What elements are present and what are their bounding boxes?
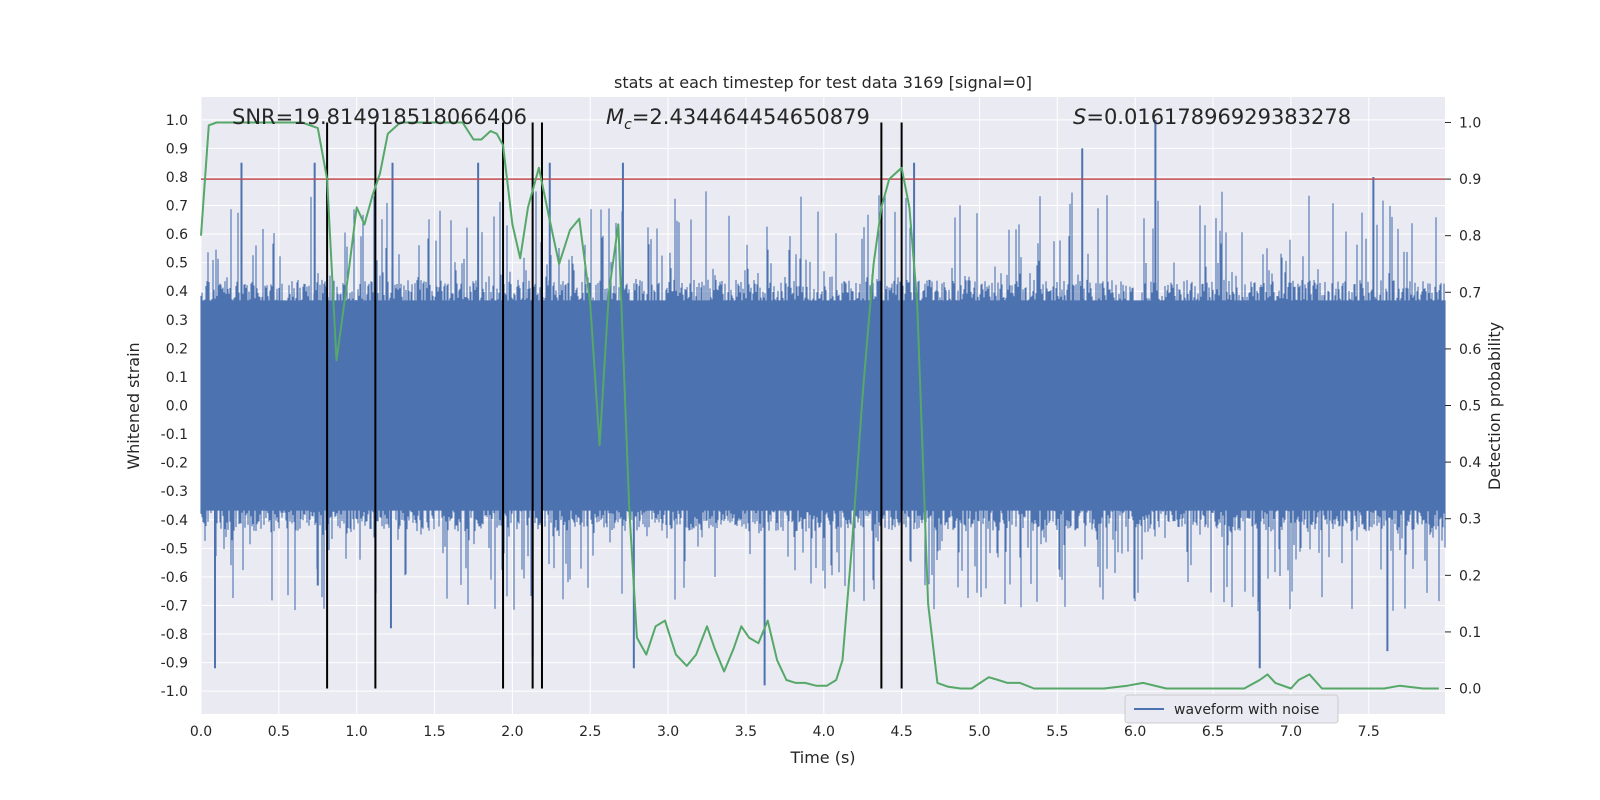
chirp-mass-stat: Mc=2.434464454650879 xyxy=(606,105,870,133)
y-left-tick-label: 0.2 xyxy=(166,341,188,357)
y-left-tick-label: 0.9 xyxy=(166,141,188,157)
x-tick-label: 0.5 xyxy=(268,724,290,740)
y-left-tick-label: 1.0 xyxy=(166,113,188,129)
mc-subscript: c xyxy=(624,117,632,133)
y-left-tick-label: 0.8 xyxy=(166,170,188,186)
x-tick-label: 1.0 xyxy=(346,724,368,740)
legend-label: waveform with noise xyxy=(1174,702,1319,718)
y-left-tick-label: -0.3 xyxy=(161,484,188,500)
y-left-tick-label: -0.4 xyxy=(161,513,188,529)
y-right-tick-label: 0.8 xyxy=(1459,229,1481,245)
x-tick-label: 2.0 xyxy=(501,724,523,740)
y-axis-label-right: Detection probability xyxy=(1485,322,1504,490)
y-right-tick-label: 0.1 xyxy=(1459,625,1481,641)
y-left-tick-label: -0.8 xyxy=(161,627,188,643)
y-right-tick-label: 0.5 xyxy=(1459,399,1481,415)
x-tick-label: 6.5 xyxy=(1202,724,1224,740)
y-right-tick-label: 0.4 xyxy=(1459,455,1481,471)
x-axis-ticks: 0.0 0.5 1.0 1.5 2.0 2.5 3.0 3.5 4.0 4.5 5.0 5.5 6.0 6… xyxy=(190,724,1380,740)
y-right-tick-label: 0.9 xyxy=(1459,172,1481,188)
chart-title: stats at each timestep for test data 316… xyxy=(614,73,1032,92)
y-left-tick-label: -0.5 xyxy=(161,541,188,557)
left-y-axis-ticks: 1.0 0.9 0.8 0.7 0.6 0.5 0.4 0.3 0.2 0.1 0.0 -0.1 -0.… xyxy=(161,113,188,700)
x-tick-label: 1.5 xyxy=(423,724,445,740)
x-tick-label: 2.5 xyxy=(579,724,601,740)
y-left-tick-label: 0.0 xyxy=(166,399,188,415)
y-right-tick-label: 0.7 xyxy=(1459,285,1481,301)
y-left-tick-label: 0.4 xyxy=(166,284,188,300)
x-tick-label: 0.0 xyxy=(190,724,212,740)
s-value: =0.01617896929383278 xyxy=(1086,105,1351,129)
y-left-tick-label: 0.6 xyxy=(166,227,188,243)
x-tick-label: 3.5 xyxy=(735,724,757,740)
waveform-with-noise-series xyxy=(200,119,1446,686)
x-tick-label: 4.0 xyxy=(813,724,835,740)
detection-probability-layer xyxy=(200,121,1439,690)
x-tick-label: 5.0 xyxy=(968,724,990,740)
y-right-tick-label: 0.3 xyxy=(1459,512,1481,528)
x-tick-label: 5.5 xyxy=(1046,724,1068,740)
right-y-axis-ticks: 1.0 0.9 0.8 0.7 0.6 0.5 0.4 0.3 0.2 0.1 0.0 xyxy=(1445,115,1481,698)
mc-value: =2.434464454650879 xyxy=(632,105,870,129)
legend: waveform with noise xyxy=(1124,694,1339,724)
y-left-tick-label: -1.0 xyxy=(161,684,188,700)
y-left-tick-label: 0.5 xyxy=(166,256,188,272)
x-tick-label: 7.0 xyxy=(1280,724,1302,740)
x-tick-label: 4.5 xyxy=(890,724,912,740)
mc-symbol: M xyxy=(606,105,624,129)
y-right-tick-label: 0.6 xyxy=(1459,342,1481,358)
y-left-tick-label: 0.7 xyxy=(166,199,188,215)
y-left-tick-label: 0.1 xyxy=(166,370,188,386)
y-left-tick-label: -0.9 xyxy=(161,656,188,672)
y-left-tick-label: -0.1 xyxy=(161,427,188,443)
noise-envelope xyxy=(200,191,1446,612)
y-left-tick-label: 0.3 xyxy=(166,313,188,329)
y-right-tick-label: 0.2 xyxy=(1459,568,1481,584)
y-left-tick-label: -0.7 xyxy=(161,598,188,614)
x-tick-label: 6.0 xyxy=(1124,724,1146,740)
s-symbol: S xyxy=(1073,105,1086,129)
x-axis-label: Time (s) xyxy=(789,748,855,767)
y-left-tick-label: -0.2 xyxy=(161,456,188,472)
snr-stat: SNR=19.814918518066406 xyxy=(232,105,527,129)
y-right-tick-label: 1.0 xyxy=(1459,115,1481,131)
y-axis-label-left: Whitened strain xyxy=(124,342,143,469)
legend-box xyxy=(1124,694,1339,724)
event-markers xyxy=(326,122,903,689)
s-stat: S=0.01617896929383278 xyxy=(1073,105,1351,129)
x-tick-label: 7.5 xyxy=(1358,724,1380,740)
x-tick-label: 3.0 xyxy=(657,724,679,740)
y-right-tick-label: 0.0 xyxy=(1459,682,1481,698)
detection-probability-line xyxy=(200,121,1439,690)
y-left-tick-label: -0.6 xyxy=(161,570,188,586)
